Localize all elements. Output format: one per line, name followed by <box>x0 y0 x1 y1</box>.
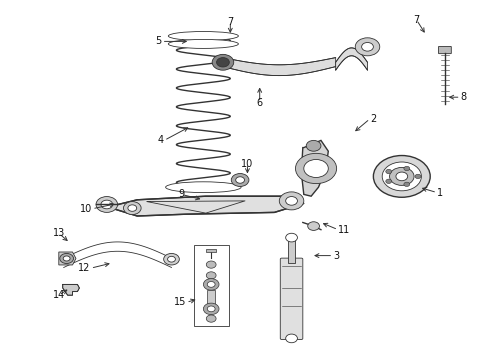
Polygon shape <box>63 284 79 295</box>
Circle shape <box>415 174 421 179</box>
Text: 7: 7 <box>414 15 419 25</box>
Circle shape <box>308 222 319 230</box>
Circle shape <box>362 42 373 51</box>
Circle shape <box>304 159 328 177</box>
Text: 7: 7 <box>227 17 233 27</box>
Circle shape <box>295 153 337 184</box>
Text: 14: 14 <box>53 290 65 300</box>
Circle shape <box>206 315 216 322</box>
Circle shape <box>101 200 113 209</box>
Circle shape <box>396 172 408 181</box>
Circle shape <box>386 179 392 184</box>
Circle shape <box>231 174 249 186</box>
Circle shape <box>203 303 219 315</box>
Ellipse shape <box>169 40 239 49</box>
Circle shape <box>404 166 410 171</box>
Circle shape <box>213 55 233 69</box>
Bar <box>288 238 295 263</box>
Circle shape <box>206 261 216 268</box>
Circle shape <box>286 334 297 343</box>
Text: 3: 3 <box>333 251 339 261</box>
Polygon shape <box>336 48 368 70</box>
Bar <box>206 249 216 252</box>
Circle shape <box>382 162 421 191</box>
Circle shape <box>373 156 430 197</box>
Circle shape <box>123 202 141 215</box>
Circle shape <box>60 253 74 264</box>
Circle shape <box>279 192 304 210</box>
Circle shape <box>207 306 215 312</box>
Circle shape <box>206 272 216 279</box>
Circle shape <box>286 197 297 205</box>
Text: 15: 15 <box>174 297 186 307</box>
Circle shape <box>286 233 297 242</box>
Polygon shape <box>108 196 304 216</box>
Bar <box>207 290 215 304</box>
Circle shape <box>207 282 215 287</box>
Circle shape <box>355 38 380 56</box>
Circle shape <box>63 256 70 261</box>
Polygon shape <box>59 252 76 265</box>
Circle shape <box>164 253 179 265</box>
Text: 6: 6 <box>257 98 263 108</box>
Circle shape <box>218 59 228 66</box>
Circle shape <box>96 197 118 212</box>
Text: 2: 2 <box>370 114 376 124</box>
Polygon shape <box>223 58 336 76</box>
Circle shape <box>236 177 245 183</box>
Text: 4: 4 <box>158 135 164 145</box>
Text: 12: 12 <box>78 263 91 273</box>
Circle shape <box>168 256 175 262</box>
FancyBboxPatch shape <box>280 258 303 339</box>
Text: 10: 10 <box>241 159 254 169</box>
Circle shape <box>128 205 137 211</box>
Text: 13: 13 <box>53 228 65 238</box>
Text: 11: 11 <box>338 225 350 235</box>
FancyBboxPatch shape <box>439 46 451 54</box>
Circle shape <box>212 54 234 70</box>
Text: 10: 10 <box>80 204 92 214</box>
Circle shape <box>404 182 410 186</box>
Circle shape <box>217 58 229 67</box>
Text: 9: 9 <box>178 189 184 199</box>
Ellipse shape <box>169 31 239 40</box>
Circle shape <box>390 167 414 185</box>
Circle shape <box>306 140 321 151</box>
Circle shape <box>386 169 392 174</box>
Ellipse shape <box>166 182 241 193</box>
Polygon shape <box>301 140 328 196</box>
Text: 8: 8 <box>461 92 466 102</box>
Text: 1: 1 <box>437 188 443 198</box>
Bar <box>194 245 229 326</box>
Circle shape <box>203 279 219 290</box>
Text: 5: 5 <box>155 36 162 46</box>
